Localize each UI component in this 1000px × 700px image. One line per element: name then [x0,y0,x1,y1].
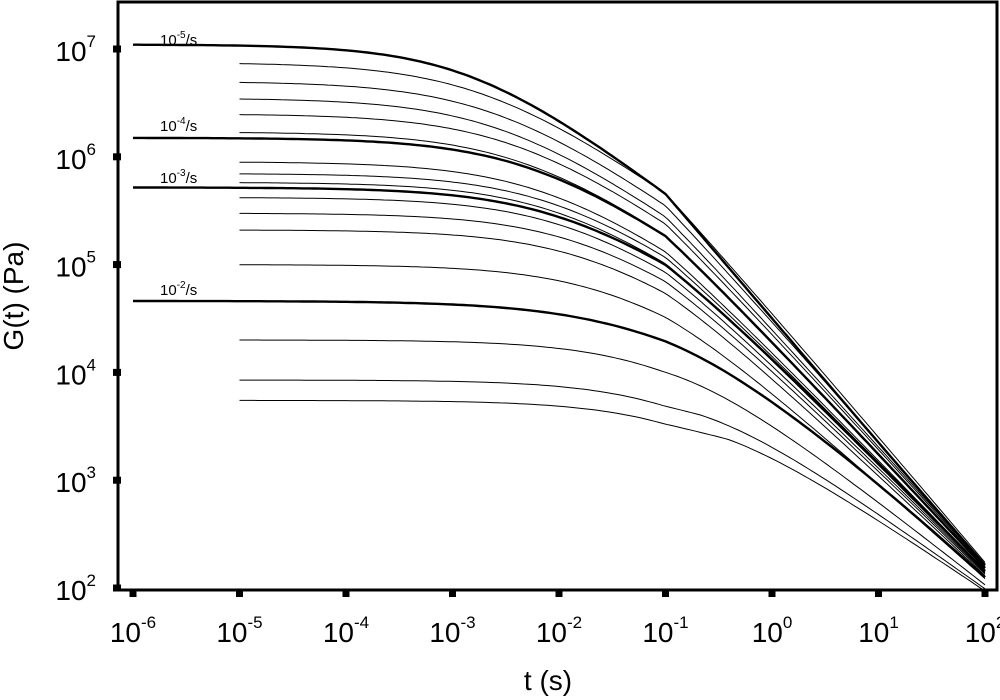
curve-rate-label: 10-3/s [160,168,197,187]
y-tick-label: 102 [55,571,96,606]
plot-frame [116,0,999,592]
curve [239,212,986,575]
y-axis-title: G(t) (Pa) [0,242,29,351]
curve-labeled [133,136,986,570]
curve [239,264,986,579]
curve [239,197,986,574]
y-tick-label: 104 [55,355,96,390]
x-tick-label: 102 [965,613,1000,648]
curve-labeled [133,43,986,566]
x-tick-label: 10-5 [216,613,262,648]
curve [239,161,986,571]
curve [239,132,986,569]
curve [239,81,986,565]
curves-group [133,43,986,592]
x-tick-label: 10-6 [110,613,156,648]
curve [239,63,986,563]
curve-rate-label: 10-5/s [160,30,197,49]
curve [239,339,986,586]
x-tick-label: 10-3 [429,613,475,648]
curve-labeled [133,186,986,572]
y-tick-label: 103 [55,463,96,498]
curve [239,379,986,590]
y-tick-label: 105 [55,248,96,283]
x-tick-label: 10-2 [536,613,582,648]
curve-labels: 10-5/s 10-4/s 10-3/s 10-2/s [160,30,197,299]
curve-rate-label: 10-2/s [160,280,197,299]
y-axis: 102 103 104 105 106 107 [55,32,121,606]
curve [239,399,986,592]
curve-labeled [133,299,986,579]
x-tick-label: 10-1 [642,613,688,648]
x-tick-label: 100 [752,613,793,648]
y-tick-label: 106 [55,140,96,175]
curve-rate-label: 10-4/s [160,116,197,135]
x-tick-label: 101 [858,613,899,648]
x-axis-title: t (s) [524,665,572,696]
x-axis: 10-6 10-5 10-4 10-3 10-2 10-1 100 101 102 [110,590,1000,648]
y-tick-label: 107 [55,32,96,67]
x-tick-label: 10-4 [323,613,369,648]
curve [239,98,986,567]
curve [239,229,986,577]
curve [239,182,986,573]
curve [239,173,986,572]
curve [239,114,986,568]
